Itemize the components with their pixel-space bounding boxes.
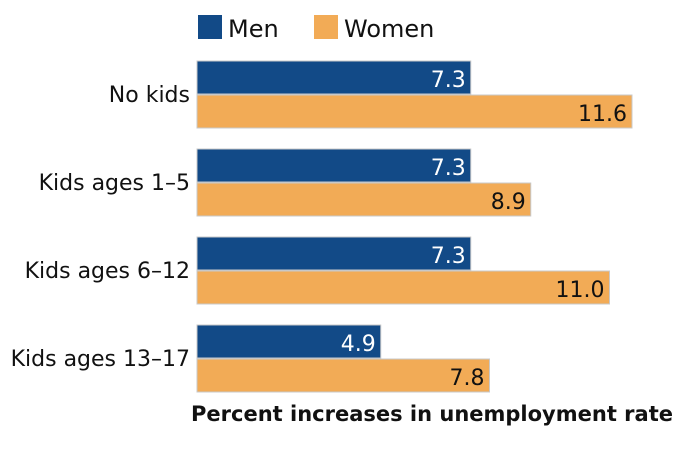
legend-swatch-women (314, 15, 338, 39)
bar-men (196, 60, 472, 95)
bar-women (196, 182, 532, 217)
bar-men (196, 324, 382, 359)
category-label: Kids ages 1–5 (39, 171, 190, 196)
bar-women (196, 358, 490, 393)
value-label: 7.3 (431, 244, 466, 269)
legend-label: Women (344, 15, 434, 43)
legend-label: Men (228, 15, 279, 43)
legend: Men Women (198, 15, 434, 43)
bar-women (196, 94, 633, 129)
value-label: 7.3 (431, 68, 466, 93)
bars: No kids 7.3 11.6 Kids ages 1–5 7.3 8.9 Kids ag… (11, 60, 633, 393)
value-label: 7.8 (450, 366, 485, 391)
x-axis-label: Percent increases in unemployment rate (191, 402, 673, 426)
value-label: 8.9 (491, 190, 526, 215)
value-label: 7.3 (431, 156, 466, 181)
value-label: 11.0 (556, 278, 605, 303)
bar-men (196, 236, 472, 271)
bar-women (196, 270, 610, 305)
value-label: 4.9 (341, 332, 376, 357)
value-label: 11.6 (578, 102, 627, 127)
category-label: Kids ages 13–17 (11, 347, 190, 372)
bar-men (196, 148, 472, 183)
legend-swatch-men (198, 15, 222, 39)
category-label: No kids (109, 83, 190, 108)
category-label: Kids ages 6–12 (25, 259, 190, 284)
